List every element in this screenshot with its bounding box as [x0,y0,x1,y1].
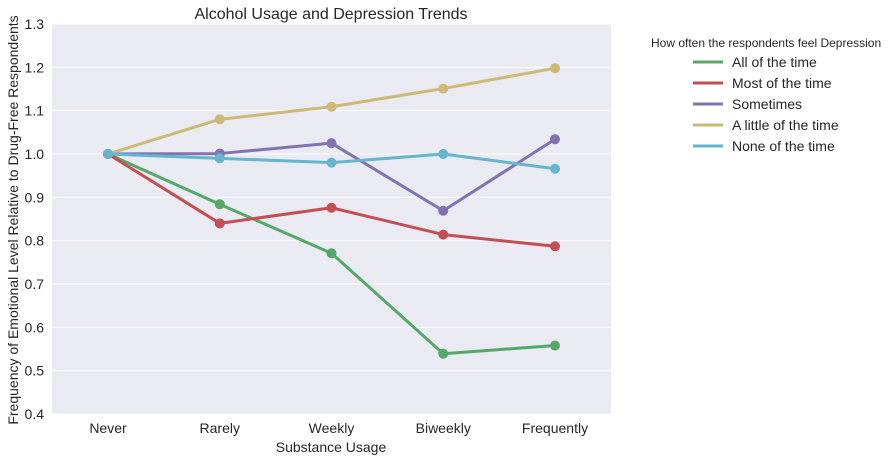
legend-title: How often the respondents feel Depressio… [651,36,881,50]
legend-label: All of the time [732,54,817,70]
x-tick-label: Frequently [522,420,588,436]
data-point [103,149,113,159]
legend-label: Most of the time [732,75,832,91]
x-axis-label: Substance Usage [276,439,387,455]
data-point [550,163,560,174]
data-point [438,83,449,94]
y-tick-label: 0.4 [25,406,45,422]
plot-background [52,24,611,414]
data-point [438,348,449,359]
data-point [214,199,225,210]
data-point [326,157,337,168]
y-tick-labels: 0.4 0.5 0.6 0.7 0.8 0.9 1.0 1.1 1.2 1.3 [25,16,45,422]
data-point [326,248,337,259]
y-tick-label: 0.8 [25,233,45,249]
data-point [438,229,449,240]
data-point [214,114,225,125]
chart-title: Alcohol Usage and Depression Trends [194,6,467,23]
data-point [550,63,560,74]
y-tick-label: 0.9 [25,189,45,205]
legend: How often the respondents feel Depressio… [651,36,881,154]
legend-label: None of the time [732,138,835,154]
data-point [326,138,337,149]
y-tick-label: 1.2 [25,59,45,75]
data-point [326,202,337,213]
data-point [550,134,560,145]
data-point [438,149,449,159]
data-point [550,241,560,252]
legend-label: A little of the time [732,117,839,133]
data-point [214,218,225,229]
y-tick-label: 1.1 [25,103,45,119]
x-tick-label: Rarely [200,420,240,436]
data-point [214,153,225,164]
y-tick-label: 0.7 [25,276,45,292]
legend-items: All of the time Most of the time Sometimes… [693,54,839,154]
data-point [326,101,337,112]
x-tick-labels: Never Rarely Weekly Biweekly Frequently [89,420,588,436]
x-tick-label: Biweekly [416,420,471,436]
y-tick-label: 0.5 [25,363,45,379]
data-point [550,340,560,351]
x-tick-label: Weekly [309,420,355,436]
data-point [438,205,449,216]
y-axis-label: Frequency of Emotional Level Relative to… [5,15,21,424]
x-tick-label: Never [89,420,127,436]
series-group [103,63,560,359]
y-tick-label: 0.6 [25,319,45,335]
y-tick-label: 1.0 [25,146,45,162]
y-tick-label: 1.3 [25,16,45,32]
legend-label: Sometimes [732,96,802,112]
